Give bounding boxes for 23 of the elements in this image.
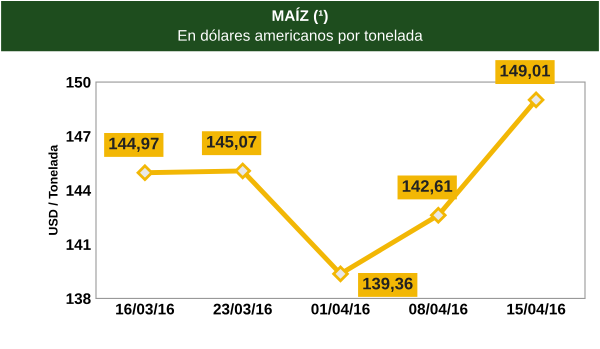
point xyxy=(332,266,349,282)
x-tick-label: 16/03/16 xyxy=(116,303,174,315)
y-tick-label: 144 xyxy=(66,185,92,196)
data-label: 149,01 xyxy=(500,64,550,79)
point xyxy=(136,164,154,181)
y-axis-title: USD / Tonelada xyxy=(48,144,58,235)
y-tick-label: 138 xyxy=(66,293,91,304)
chart-title: MAÍZ (¹) xyxy=(272,7,328,24)
data-label: 145,07 xyxy=(207,136,256,150)
y-tick-label: 147 xyxy=(66,131,90,142)
point xyxy=(234,162,251,180)
chart-subtitle: En dólares americanos por tonelada xyxy=(178,29,423,44)
x-tick-label: 01/04/16 xyxy=(311,303,370,315)
data-label: 144,97 xyxy=(109,138,159,152)
y-tick-label: 150 xyxy=(66,76,91,88)
x-tick-label: 15/04/16 xyxy=(507,303,566,315)
point xyxy=(430,207,447,224)
x-tick-label: 23/03/16 xyxy=(214,303,272,315)
data-label: 142,61 xyxy=(402,180,452,194)
y-tick-label: 141 xyxy=(66,239,91,250)
point xyxy=(528,92,544,108)
data-label: 139,36 xyxy=(363,278,413,292)
x-tick-label: 08/04/16 xyxy=(409,303,468,315)
